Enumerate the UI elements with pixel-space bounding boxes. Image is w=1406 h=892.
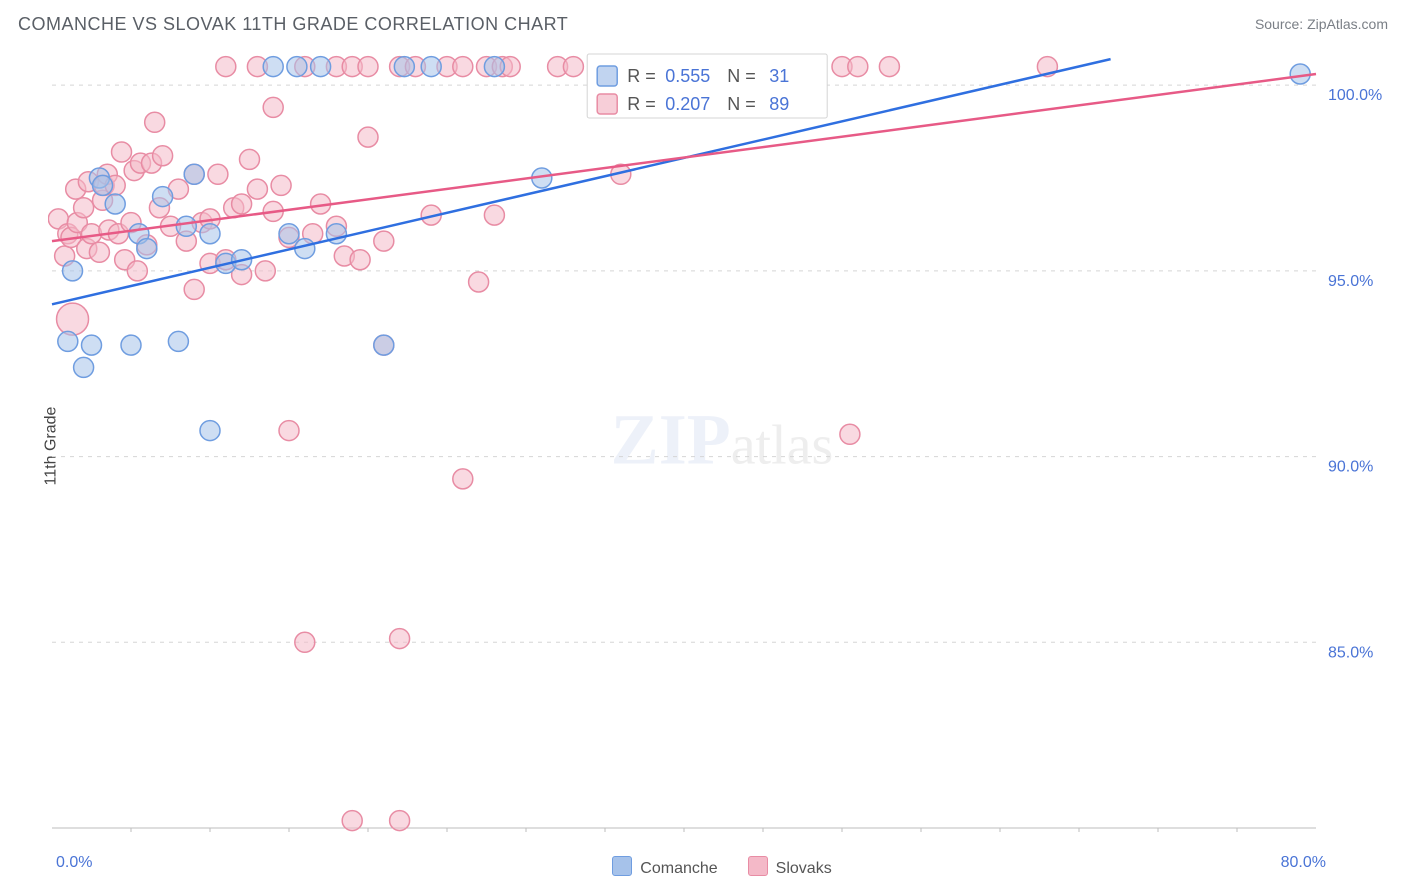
data-point xyxy=(153,146,173,166)
plot-area: ZIPatlas 100.0%95.0%90.0%85.0%R =0.555N … xyxy=(48,48,1396,832)
data-point xyxy=(247,179,267,199)
chart-title: COMANCHE VS SLOVAK 11TH GRADE CORRELATIO… xyxy=(18,14,568,35)
data-point xyxy=(263,97,283,117)
data-point xyxy=(390,811,410,831)
data-point xyxy=(153,187,173,207)
data-point xyxy=(390,629,410,649)
chart-footer: 0.0% 80.0% Comanche Slovaks xyxy=(48,832,1396,892)
data-point xyxy=(421,57,441,77)
data-point xyxy=(469,272,489,292)
square-icon xyxy=(597,94,617,114)
legend-r-label: R = xyxy=(627,66,656,86)
data-point xyxy=(453,469,473,489)
data-point xyxy=(184,279,204,299)
data-point xyxy=(358,57,378,77)
data-point xyxy=(394,57,414,77)
data-point xyxy=(484,57,504,77)
legend-r-label: R = xyxy=(627,94,656,114)
data-point xyxy=(63,261,83,281)
data-point xyxy=(342,811,362,831)
data-point xyxy=(145,112,165,132)
data-point xyxy=(184,164,204,184)
data-point xyxy=(89,242,109,262)
legend-r-value: 0.555 xyxy=(665,66,710,86)
data-point xyxy=(240,149,260,169)
legend-item-slovaks: Slovaks xyxy=(748,856,832,878)
data-point xyxy=(112,142,132,162)
data-point xyxy=(263,57,283,77)
data-point xyxy=(279,224,299,244)
data-point xyxy=(255,261,275,281)
data-point xyxy=(295,632,315,652)
data-point xyxy=(74,198,94,218)
data-point xyxy=(848,57,868,77)
data-point xyxy=(358,127,378,147)
legend-n-label: N = xyxy=(727,94,756,114)
data-point xyxy=(279,421,299,441)
data-point xyxy=(453,57,473,77)
data-point xyxy=(484,205,504,225)
data-point xyxy=(840,424,860,444)
legend-n-value: 31 xyxy=(769,66,789,86)
bottom-legend: Comanche Slovaks xyxy=(48,856,1396,878)
legend-label: Slovaks xyxy=(776,860,832,877)
data-point xyxy=(232,194,252,214)
data-point xyxy=(57,303,89,335)
data-point xyxy=(105,194,125,214)
data-point xyxy=(350,250,370,270)
data-point xyxy=(374,335,394,355)
square-icon xyxy=(597,66,617,86)
y-tick-label: 100.0% xyxy=(1328,87,1382,104)
data-point xyxy=(82,335,102,355)
data-point xyxy=(208,164,228,184)
data-point xyxy=(200,421,220,441)
data-point xyxy=(74,357,94,377)
data-point xyxy=(311,57,331,77)
legend-r-value: 0.207 xyxy=(665,94,710,114)
data-point xyxy=(121,335,141,355)
data-point xyxy=(200,224,220,244)
square-icon xyxy=(612,856,632,876)
data-point xyxy=(287,57,307,77)
legend-n-value: 89 xyxy=(769,94,789,114)
y-tick-label: 95.0% xyxy=(1328,273,1373,290)
data-point xyxy=(82,224,102,244)
data-point xyxy=(271,175,291,195)
legend-label: Comanche xyxy=(640,860,717,877)
legend-item-comanche: Comanche xyxy=(612,856,717,878)
chart-header: COMANCHE VS SLOVAK 11TH GRADE CORRELATIO… xyxy=(0,0,1406,48)
legend-n-label: N = xyxy=(727,66,756,86)
scatter-plot-svg: 100.0% 95.0% 90.0% 85.0% R = 0.555 N = 31 R = 0.2… xyxy=(48,48,1396,832)
square-icon xyxy=(748,856,768,876)
data-point xyxy=(879,57,899,77)
y-tick-label: 90.0% xyxy=(1328,459,1373,476)
data-point xyxy=(137,239,157,259)
data-point xyxy=(93,175,113,195)
y-tick-label: 85.0% xyxy=(1328,644,1373,661)
data-point xyxy=(58,331,78,351)
data-point xyxy=(216,57,236,77)
data-point xyxy=(563,57,583,77)
chart-source: Source: ZipAtlas.com xyxy=(1255,16,1388,32)
data-point xyxy=(374,231,394,251)
data-point xyxy=(176,216,196,236)
data-point xyxy=(168,331,188,351)
data-point xyxy=(127,261,147,281)
